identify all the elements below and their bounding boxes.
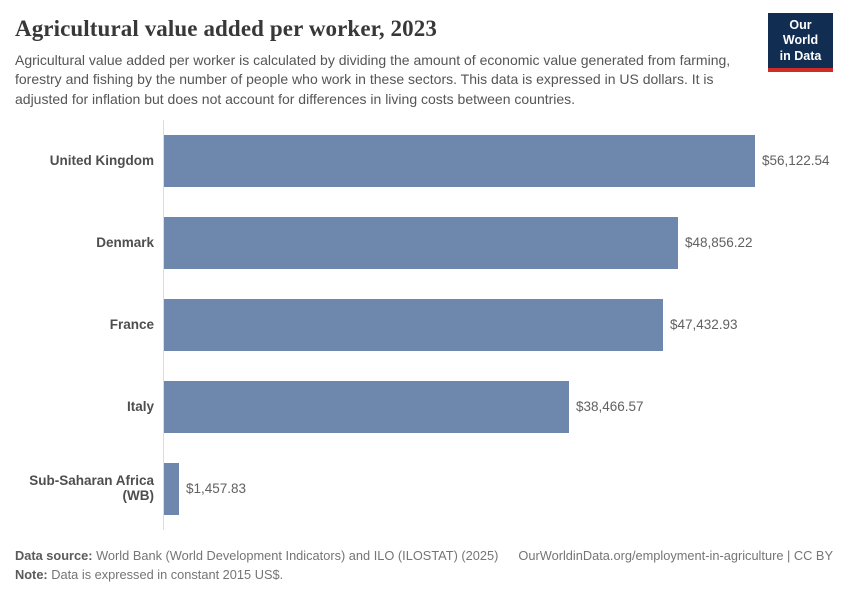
value-label: $47,432.93	[670, 317, 738, 333]
chart-row: France $47,432.93	[15, 283, 835, 366]
chart-row: United Kingdom $56,122.54	[15, 119, 835, 202]
bar-chart-rows: United Kingdom $56,122.54 Denmark $48,856.2…	[15, 119, 835, 530]
category-label: Italy	[126, 398, 154, 414]
category-label: Denmark	[96, 234, 154, 250]
bar[interactable]	[164, 134, 755, 187]
bar-cell: $1,457.83	[163, 447, 835, 530]
bar-cell: $38,466.57	[163, 365, 835, 448]
data-source-label: Data source:	[15, 548, 93, 563]
bar-cell: $47,432.93	[163, 283, 835, 366]
chart-row: Sub-Saharan Africa (WB) $1,457.83	[15, 447, 835, 530]
owid-logo[interactable]: Our World in Data	[768, 13, 833, 72]
bar[interactable]	[164, 462, 179, 515]
value-label: $56,122.54	[762, 153, 830, 169]
category-label: Sub-Saharan Africa (WB)	[29, 473, 154, 503]
owid-logo-line1: Our World	[782, 18, 819, 48]
chart-footer: Data source: World Bank (World Developme…	[15, 547, 833, 584]
footer-left: Data source: World Bank (World Developme…	[15, 547, 498, 584]
data-source-text: World Bank (World Development Indicators…	[92, 548, 499, 563]
bar[interactable]	[164, 216, 678, 269]
value-label: $38,466.57	[576, 399, 644, 415]
bar[interactable]	[164, 380, 569, 433]
chart-subtitle: Agricultural value added per worker is c…	[15, 52, 731, 107]
chart-row: Denmark $48,856.22	[15, 201, 835, 284]
bar-chart: United Kingdom $56,122.54 Denmark $48,856.2…	[15, 119, 835, 530]
chart-header: Agricultural value added per worker, 202…	[0, 0, 850, 109]
value-label: $48,856.22	[685, 235, 753, 251]
bar-cell: $48,856.22	[163, 201, 835, 284]
data-source-line: Data source: World Bank (World Developme…	[15, 547, 498, 566]
owid-citation-link[interactable]: OurWorldinData.org/employment-in-agricul…	[518, 548, 833, 563]
owid-logo-line2: in Data	[779, 48, 822, 63]
chart-title: Agricultural value added per worker, 202…	[15, 16, 437, 41]
value-label: $1,457.83	[186, 481, 247, 497]
note-label: Note:	[15, 566, 48, 582]
chart-row: Italy $38,466.57	[15, 365, 835, 448]
category-label: United Kingdom	[49, 152, 154, 168]
bar-cell: $56,122.54	[163, 119, 835, 202]
note-text: Data is expressed in constant 2015 US$.	[47, 566, 284, 582]
note-line: Note: Data is expressed in constant 2015…	[15, 566, 498, 585]
category-label: France	[109, 316, 154, 332]
bar[interactable]	[164, 298, 663, 351]
